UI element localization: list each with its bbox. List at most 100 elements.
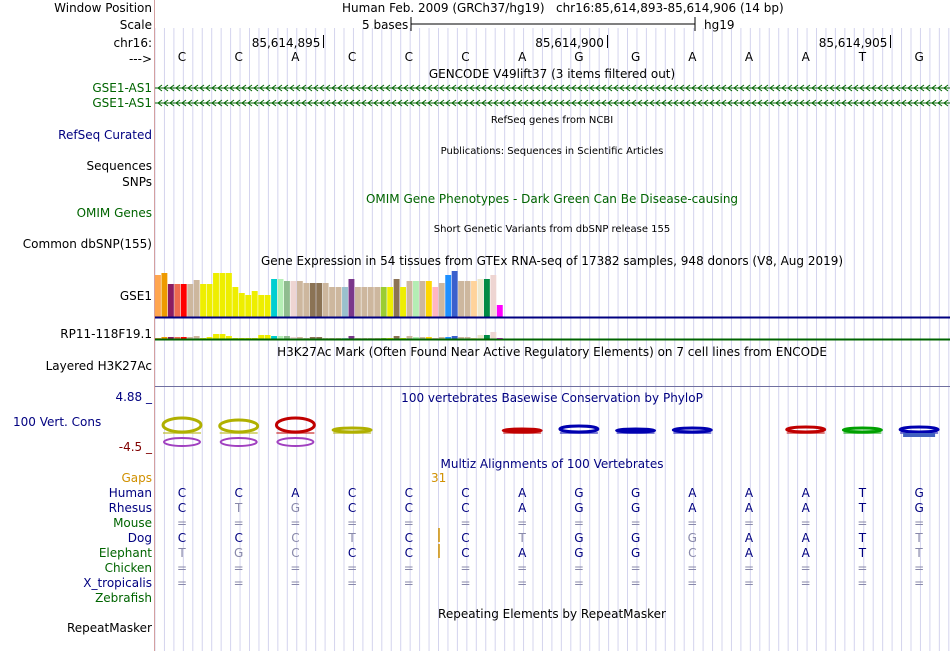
gtex-tissue-bar[interactable]	[393, 336, 400, 339]
gtex-gene-label-rp11[interactable]: RP11-118F19.1	[60, 327, 152, 341]
gtex-tissue-bar[interactable]	[348, 279, 355, 317]
gtex-tissue-bar[interactable]	[425, 337, 432, 339]
phylop-logo-glyph[interactable]	[841, 426, 883, 434]
species-label[interactable]: Mouse	[113, 516, 152, 530]
gtex-tissue-bar[interactable]	[406, 281, 413, 317]
publications-label[interactable]: Sequences	[86, 159, 152, 173]
gtex-tissue-bar[interactable]	[284, 281, 290, 317]
gtex-gse1-chart[interactable]	[155, 268, 950, 319]
gtex-tissue-bar[interactable]	[451, 336, 458, 339]
gtex-tissue-bar[interactable]	[483, 279, 490, 317]
gtex-tissue-bar[interactable]	[219, 334, 226, 339]
gtex-rp11-chart[interactable]	[155, 328, 950, 342]
gtex-tissue-bar[interactable]	[400, 287, 406, 317]
gtex-tissue-bar[interactable]	[193, 280, 200, 317]
gtex-tissue-bar[interactable]	[387, 287, 394, 317]
gtex-tissue-bar[interactable]	[187, 284, 194, 317]
gtex-tissue-bar[interactable]	[335, 287, 342, 317]
track-area[interactable]: Human Feb. 2009 (GRCh37/hg19) chr16:85,6…	[154, 0, 950, 651]
gtex-tissue-bar[interactable]	[374, 287, 381, 317]
gtex-tissue-bar[interactable]	[238, 293, 245, 317]
species-label[interactable]: Rhesus	[108, 501, 152, 515]
dbsnp-title[interactable]: Short Genetic Variants from dbSNP releas…	[433, 224, 671, 235]
gtex-tissue-bar[interactable]	[232, 287, 239, 317]
gtex-tissue-bar[interactable]	[393, 279, 400, 317]
species-label[interactable]: X_tropicalis	[83, 576, 152, 590]
gtex-tissue-bar[interactable]	[316, 283, 323, 317]
gtex-tissue-bar[interactable]	[438, 283, 445, 317]
gtex-tissue-bar[interactable]	[277, 279, 284, 317]
gtex-tissue-bar[interactable]	[251, 291, 258, 317]
phylop-logo-glyph[interactable]	[274, 416, 316, 434]
species-label[interactable]: Chicken	[104, 561, 152, 575]
gtex-tissue-bar[interactable]	[406, 336, 413, 339]
gtex-tissue-bar[interactable]	[445, 275, 452, 317]
window-position-label[interactable]: Window Position	[54, 1, 152, 15]
gencode-title[interactable]: GENCODE V49lift37 (3 items filtered out)	[428, 67, 676, 81]
gtex-tissue-bar[interactable]	[213, 334, 219, 339]
refseq-title[interactable]: RefSeq genes from NCBI	[490, 115, 614, 126]
gtex-tissue-bar[interactable]	[161, 273, 168, 317]
gtex-tissue-bar[interactable]	[161, 337, 168, 339]
gtex-tissue-bar[interactable]	[206, 284, 213, 317]
gtex-tissue-bar[interactable]	[180, 284, 187, 317]
gtex-tissue-bar[interactable]	[174, 337, 181, 339]
gtex-tissue-bar[interactable]	[155, 275, 161, 317]
gtex-tissue-bar[interactable]	[245, 295, 252, 317]
gtex-tissue-bar[interactable]	[264, 335, 271, 339]
species-label[interactable]: Human	[108, 486, 152, 500]
refseq-label[interactable]: RefSeq Curated	[58, 128, 152, 142]
gencode-item-label-2[interactable]: GSE1-AS1	[92, 96, 152, 110]
gaps-label[interactable]: Gaps	[121, 471, 152, 485]
gtex-tissue-bar[interactable]	[477, 335, 484, 339]
gtex-tissue-bar[interactable]	[451, 271, 458, 317]
gtex-tissue-bar[interactable]	[464, 337, 471, 339]
gtex-tissue-bar[interactable]	[483, 335, 490, 339]
gtex-tissue-bar[interactable]	[438, 337, 445, 339]
gtex-tissue-bar[interactable]	[225, 273, 232, 317]
scale-label[interactable]: Scale	[119, 18, 152, 32]
gtex-tissue-bar[interactable]	[264, 295, 271, 317]
gtex-tissue-bar[interactable]	[322, 283, 329, 317]
gtex-tissue-bar[interactable]	[458, 337, 465, 339]
gtex-tissue-bar[interactable]	[425, 281, 432, 317]
species-label[interactable]: Elephant	[98, 546, 152, 560]
gtex-gene-label-gse1[interactable]: GSE1	[119, 289, 152, 303]
omim-title[interactable]: OMIM Gene Phenotypes - Dark Green Can Be…	[365, 192, 739, 206]
gtex-tissue-bar[interactable]	[167, 337, 174, 339]
gtex-tissue-bar[interactable]	[174, 284, 181, 317]
phylop-logo-glyph[interactable]	[331, 426, 373, 434]
gtex-tissue-bar[interactable]	[277, 336, 284, 339]
phylop-logo-glyph[interactable]	[671, 426, 713, 434]
multiz-title[interactable]: Multiz Alignments of 100 Vertebrates	[440, 457, 664, 471]
gtex-tissue-bar[interactable]	[167, 284, 174, 317]
gtex-tissue-bar[interactable]	[290, 337, 297, 339]
phylop-logo-glyph[interactable]	[218, 418, 260, 434]
gtex-tissue-bar[interactable]	[309, 337, 316, 339]
gtex-tissue-bar[interactable]	[419, 337, 426, 339]
gtex-tissue-bar[interactable]	[258, 295, 265, 317]
gtex-tissue-bar[interactable]	[496, 305, 503, 317]
h3k27ac-title[interactable]: H3K27Ac Mark (Often Found Near Active Re…	[277, 345, 827, 359]
repeatmasker-title[interactable]: Repeating Elements by RepeatMasker	[438, 607, 666, 621]
omim-label[interactable]: OMIM Genes	[76, 206, 152, 220]
gtex-tissue-bar[interactable]	[316, 337, 323, 339]
gtex-tissue-bar[interactable]	[200, 284, 207, 317]
gtex-tissue-bar[interactable]	[367, 287, 374, 317]
repeatmasker-label[interactable]: RepeatMasker	[66, 621, 152, 635]
gtex-tissue-bar[interactable]	[187, 337, 194, 339]
gtex-tissue-bar[interactable]	[180, 337, 187, 339]
gtex-tissue-bar[interactable]	[271, 279, 277, 317]
gtex-tissue-bar[interactable]	[477, 279, 484, 317]
gtex-tissue-bar[interactable]	[445, 337, 452, 339]
gtex-tissue-bar[interactable]	[296, 337, 303, 339]
gtex-tissue-bar[interactable]	[419, 281, 426, 317]
strand-label[interactable]: --->	[128, 52, 152, 66]
phylop-conservation-logos[interactable]	[155, 416, 950, 460]
gencode-item-label-1[interactable]: GSE1-AS1	[92, 81, 152, 95]
gtex-tissue-bar[interactable]	[432, 287, 439, 317]
gtex-tissue-bar[interactable]	[361, 287, 368, 317]
gtex-tissue-bar[interactable]	[348, 336, 355, 339]
phylop-logo-glyph[interactable]	[501, 427, 543, 434]
phylop-logo-glyph[interactable]	[161, 416, 203, 434]
